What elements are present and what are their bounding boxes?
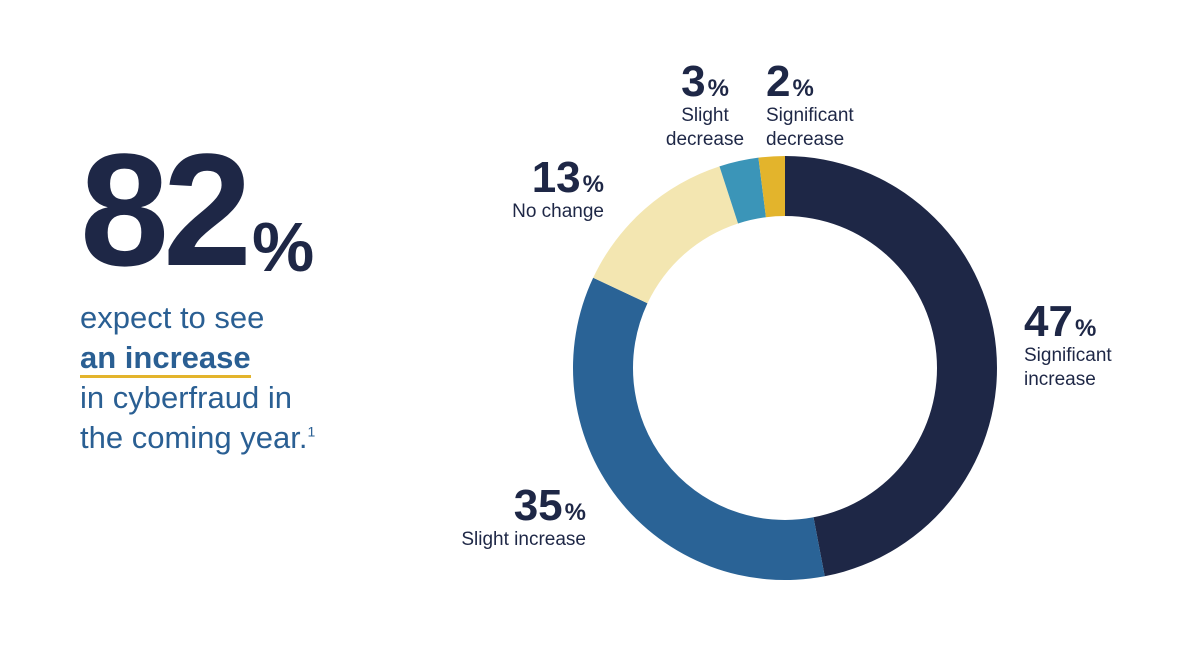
value-significant-increase: 47 <box>1024 297 1073 346</box>
headline-number: 82 <box>80 120 252 299</box>
caption-line-4: the coming year. <box>80 420 308 455</box>
value-significant-decrease: 2 <box>766 57 791 106</box>
label-significant-increase: 47% Significant increase <box>1024 300 1112 392</box>
unit-no-change: % <box>582 171 604 198</box>
unit-slight-decrease: % <box>707 75 729 102</box>
desc-no-change: No change <box>512 201 604 222</box>
label-no-change: 13% No change <box>512 156 604 224</box>
label-slight-increase: 35% Slight increase <box>461 484 586 552</box>
desc-significant-decrease-1: Significant <box>766 105 854 126</box>
caption-emphasis: an increase <box>80 341 251 378</box>
donut-slice-significant-decrease <box>758 156 785 218</box>
footnote-marker: 1 <box>307 423 316 440</box>
desc-slight-decrease-1: Slight <box>681 105 729 126</box>
headline-unit: % <box>251 208 315 286</box>
value-slight-increase: 35 <box>513 481 563 530</box>
headline-number-row: 82 % <box>80 120 440 290</box>
donut-slice-no-change <box>593 166 739 304</box>
desc-significant-decrease-2: decrease <box>766 129 845 150</box>
donut-slice-slight-increase <box>573 277 825 580</box>
label-significant-decrease: 2% Significant decrease <box>766 60 854 152</box>
caption-line-3: in cyberfraud in <box>80 380 292 415</box>
donut-slice-significant-increase <box>785 156 997 577</box>
unit-significant-increase: % <box>1074 315 1097 342</box>
desc-significant-increase-1: Significant <box>1024 345 1112 366</box>
headline-stat: 82 % expect to see an increase in cyberf… <box>80 120 440 458</box>
value-slight-decrease: 3 <box>681 57 706 106</box>
value-no-change: 13 <box>531 153 581 202</box>
donut-slice-slight-decrease <box>719 157 766 224</box>
label-slight-decrease: 3% Slight decrease <box>640 60 770 152</box>
desc-significant-increase-2: increase <box>1024 369 1096 390</box>
desc-slight-increase: Slight increase <box>461 529 586 550</box>
unit-slight-increase: % <box>564 499 586 526</box>
desc-slight-decrease-2: decrease <box>665 129 745 150</box>
unit-significant-decrease: % <box>792 75 814 102</box>
caption-line-1: expect to see <box>80 300 265 335</box>
headline-caption: expect to see an increase in cyberfraud … <box>80 298 440 458</box>
